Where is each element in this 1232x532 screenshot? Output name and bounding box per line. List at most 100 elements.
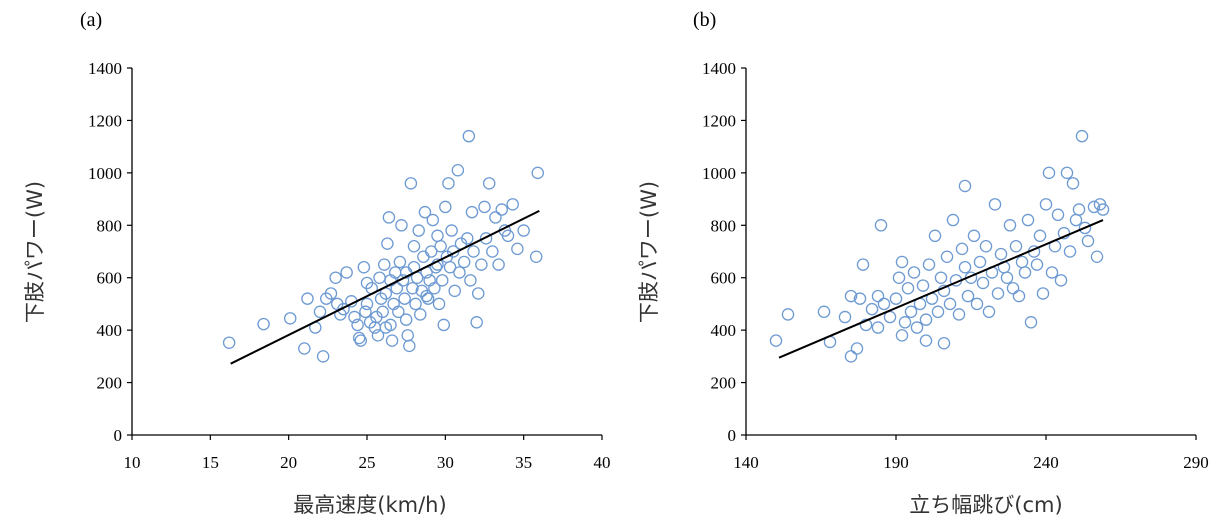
data-point xyxy=(373,271,386,284)
data-point xyxy=(916,279,930,292)
data-point xyxy=(428,281,441,295)
data-point xyxy=(417,250,430,263)
y-tick-label: 1200 xyxy=(88,111,122,130)
data-point xyxy=(937,336,951,350)
data-point xyxy=(376,305,389,319)
data-point xyxy=(409,297,422,311)
data-point xyxy=(495,203,508,216)
data-point xyxy=(392,305,405,319)
data-point xyxy=(395,219,408,232)
y-tick-label: 1400 xyxy=(88,59,122,78)
data-point xyxy=(432,297,446,311)
data-point xyxy=(946,213,960,227)
data-point xyxy=(877,297,891,311)
data-point xyxy=(478,200,491,214)
trend-line xyxy=(230,209,540,365)
data-point xyxy=(934,271,948,284)
data-point xyxy=(1030,258,1044,271)
y-tick-label: 1000 xyxy=(88,164,122,183)
data-point xyxy=(988,198,1002,211)
data-point xyxy=(895,329,909,342)
data-point xyxy=(958,260,972,274)
data-point xyxy=(443,260,457,274)
data-point xyxy=(486,245,499,258)
data-point xyxy=(898,316,912,329)
data-point xyxy=(874,219,888,232)
y-tick-label: 400 xyxy=(97,321,123,340)
data-point xyxy=(489,211,502,224)
y-tick-label: 0 xyxy=(728,426,737,445)
trend-line xyxy=(778,219,1104,359)
x-tick-label: 40 xyxy=(594,453,611,472)
data-point xyxy=(406,281,419,295)
y-tick-label: 1200 xyxy=(702,111,736,130)
data-point xyxy=(316,350,330,363)
data-point xyxy=(943,297,957,311)
data-point xyxy=(1006,281,1020,295)
data-point xyxy=(482,177,496,190)
data-point xyxy=(892,271,906,284)
data-point xyxy=(1042,166,1056,180)
data-point xyxy=(1015,255,1029,269)
data-point xyxy=(418,205,432,219)
data-point xyxy=(982,305,996,319)
data-point xyxy=(1063,245,1077,258)
data-point xyxy=(352,331,366,345)
data-point xyxy=(850,342,864,355)
data-point xyxy=(298,342,311,355)
data-point xyxy=(901,281,915,295)
data-point xyxy=(817,305,831,319)
data-point xyxy=(357,260,371,274)
data-point xyxy=(871,321,885,334)
data-point xyxy=(462,129,476,143)
data-point xyxy=(451,163,465,177)
data-point xyxy=(471,287,485,300)
data-point xyxy=(1090,250,1104,263)
data-point xyxy=(324,287,338,300)
data-point xyxy=(1021,213,1035,227)
data-point xyxy=(439,200,452,214)
data-point xyxy=(1060,166,1074,180)
data-point xyxy=(360,297,374,311)
data-point xyxy=(907,266,921,279)
data-point xyxy=(844,289,858,303)
y-tick-label: 600 xyxy=(97,269,123,288)
y-tick-label: 200 xyxy=(711,374,737,393)
panel-label: (b) xyxy=(693,9,716,31)
y-tick-label: 600 xyxy=(711,269,737,288)
data-point xyxy=(431,229,444,243)
x-tick-label: 25 xyxy=(359,453,376,472)
data-point xyxy=(859,318,873,332)
data-point xyxy=(856,258,870,271)
data-point xyxy=(385,334,399,347)
data-point xyxy=(421,292,435,305)
data-point xyxy=(371,329,385,342)
data-point xyxy=(931,305,945,319)
x-tick-label: 30 xyxy=(437,453,454,472)
data-point xyxy=(283,312,297,325)
data-point xyxy=(424,245,438,258)
data-point xyxy=(910,321,924,334)
data-point xyxy=(838,310,852,324)
data-point xyxy=(958,179,972,193)
chart-panel-1: 0 200 400 600 800 1000 1200 1400 10 15 20 25 30 35 40 (… xyxy=(23,9,611,517)
data-point xyxy=(390,281,404,295)
x-tick-label: 140 xyxy=(733,453,759,472)
data-point xyxy=(511,242,524,256)
data-point xyxy=(940,250,954,263)
data-point xyxy=(359,305,372,319)
data-point xyxy=(354,334,367,347)
x-tick-label: 15 xyxy=(202,453,219,472)
data-point xyxy=(301,292,314,305)
data-point xyxy=(922,258,936,271)
data-point xyxy=(928,229,942,243)
data-point xyxy=(379,321,393,334)
data-point xyxy=(398,292,411,305)
data-point xyxy=(865,302,879,316)
data-point xyxy=(1039,198,1053,211)
y-tick-label: 200 xyxy=(97,374,123,393)
data-point xyxy=(393,255,407,269)
data-point xyxy=(434,240,447,253)
data-point xyxy=(1096,203,1110,216)
